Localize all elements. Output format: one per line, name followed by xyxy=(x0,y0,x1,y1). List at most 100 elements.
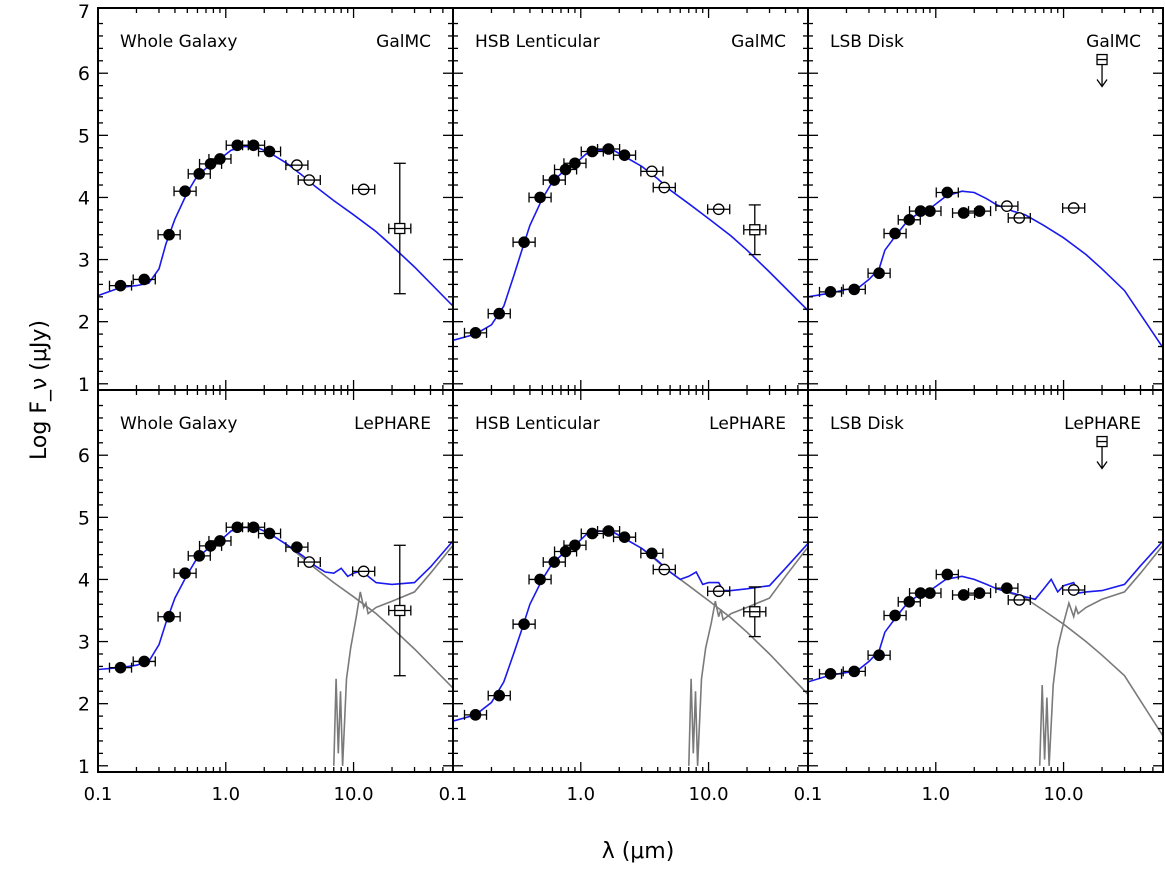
photometry-point xyxy=(214,153,226,165)
photometry-point xyxy=(559,163,572,176)
x-tick-label: 0.1 xyxy=(794,784,823,805)
photometry-point xyxy=(179,567,191,580)
x-tick-label: 0.1 xyxy=(439,784,468,805)
y-tick-label: 4 xyxy=(78,569,90,591)
y-tick-label: 6 xyxy=(78,63,90,85)
plot-area xyxy=(98,139,453,307)
panel-top-right: LSB Disk GalMC xyxy=(807,7,1164,391)
photometry-point xyxy=(973,587,986,599)
photometry-point xyxy=(1001,582,1013,594)
y-tick-label: 2 xyxy=(78,694,90,716)
photometry-point xyxy=(163,610,175,623)
photometry-point xyxy=(569,157,581,170)
plot-area xyxy=(453,525,808,766)
photometry-point xyxy=(114,661,127,674)
panel-bottom-left: 1 2 3 4 5 6 0.1 1.0 10.0 Whole Galaxy LePHARE xyxy=(78,389,454,805)
dust-component-line xyxy=(333,544,453,766)
photometry-point xyxy=(138,273,151,286)
panel-label: LSB Disk xyxy=(830,414,904,434)
photometry-point xyxy=(193,168,206,180)
photometry-point xyxy=(873,649,885,662)
plot-area xyxy=(808,53,1163,349)
photometry-point xyxy=(586,145,599,158)
photometry-point xyxy=(848,283,861,296)
photometry-point xyxy=(518,236,530,248)
photometry-point xyxy=(824,668,837,680)
photometry-point xyxy=(941,568,954,581)
dust-component-line xyxy=(1038,544,1163,766)
panel-grid: 1 2 3 4 5 6 7 Whole Galaxy GalMC HSB Lenticular Ga… xyxy=(78,1,1164,805)
photometry-point xyxy=(263,527,276,540)
panel-code-label: GalMC xyxy=(731,32,786,52)
photometry-point xyxy=(973,205,986,217)
y-tick-label: 2 xyxy=(78,312,90,334)
y-tick-label: 5 xyxy=(78,507,90,529)
photometry-point xyxy=(548,556,561,568)
photometry-point xyxy=(646,547,658,560)
photometry-point xyxy=(618,531,631,544)
model-sed-line xyxy=(98,526,453,671)
panel-code-label: GalMC xyxy=(376,32,431,52)
panel-label: Whole Galaxy xyxy=(120,32,237,52)
photometry-point xyxy=(824,286,837,298)
dust-component-line xyxy=(688,546,808,766)
photometry-point xyxy=(204,158,217,170)
panel-label: LSB Disk xyxy=(830,32,904,52)
y-axis-label: Log F_ν (μJy) xyxy=(27,320,52,460)
y-tick-label: 4 xyxy=(78,187,90,209)
upper-limit-arrow-head xyxy=(1096,79,1108,88)
x-tick-label: 1.0 xyxy=(566,784,595,805)
x-tick-label: 10.0 xyxy=(689,784,729,805)
panel-label: Whole Galaxy xyxy=(120,414,237,434)
x-tick-label: 1.0 xyxy=(921,784,950,805)
y-tick-label: 6 xyxy=(78,445,90,467)
y-tick-label: 1 xyxy=(78,374,90,396)
stellar-component-line xyxy=(996,588,1163,737)
x-tick-label: 10.0 xyxy=(334,784,374,805)
plot-area xyxy=(808,435,1163,766)
upper-limit-arrow-head xyxy=(1096,461,1108,470)
model-sed-line xyxy=(808,540,1163,683)
panel-code-label: LePHARE xyxy=(1064,414,1141,434)
photometry-point xyxy=(903,214,916,226)
photometry-point xyxy=(469,709,482,721)
photometry-point xyxy=(469,327,482,339)
panel-frame xyxy=(452,7,809,391)
panel-code-label: LePHARE xyxy=(354,414,431,434)
x-tick-label: 1.0 xyxy=(211,784,240,805)
photometry-point xyxy=(163,228,175,241)
panel-bottom-right: 0.1 1.0 10.0 LSB Disk LePHARE xyxy=(794,389,1164,805)
y-tick-label: 3 xyxy=(78,632,90,654)
photometry-point xyxy=(559,545,572,558)
y-tick-label: 1 xyxy=(78,756,90,778)
panel-top-left: 1 2 3 4 5 6 7 Whole Galaxy GalMC xyxy=(78,1,454,396)
photometry-point xyxy=(247,139,260,152)
photometry-point xyxy=(114,279,127,292)
photometry-point xyxy=(569,539,581,552)
panel-label: HSB Lenticular xyxy=(475,32,600,52)
plot-area xyxy=(453,143,808,342)
x-axis-label: λ (μm) xyxy=(602,839,675,864)
photometry-point xyxy=(179,185,191,198)
photometry-point xyxy=(618,149,631,162)
photometry-point xyxy=(602,525,615,537)
model-sed-line xyxy=(808,190,1163,349)
panel-frame xyxy=(452,389,809,773)
photometry-point xyxy=(941,186,954,199)
photometry-point xyxy=(586,527,599,540)
photometry-point xyxy=(231,521,244,534)
panel-bottom-middle: 0.1 1.0 10.0 HSB Lenticular LePHARE xyxy=(439,389,809,805)
photometry-point xyxy=(263,145,276,158)
photometry-point xyxy=(602,143,615,155)
photometry-point xyxy=(493,689,506,702)
x-tick-label: 0.1 xyxy=(84,784,113,805)
x-tick-label: 10.0 xyxy=(1044,784,1084,805)
photometry-point xyxy=(493,307,506,320)
panel-top-middle: HSB Lenticular GalMC xyxy=(452,7,809,391)
photometry-point xyxy=(924,587,936,599)
y-tick-label: 5 xyxy=(78,125,90,147)
photometry-point xyxy=(924,205,936,217)
y-tick-label: 7 xyxy=(78,1,90,23)
photometry-point xyxy=(848,665,861,678)
